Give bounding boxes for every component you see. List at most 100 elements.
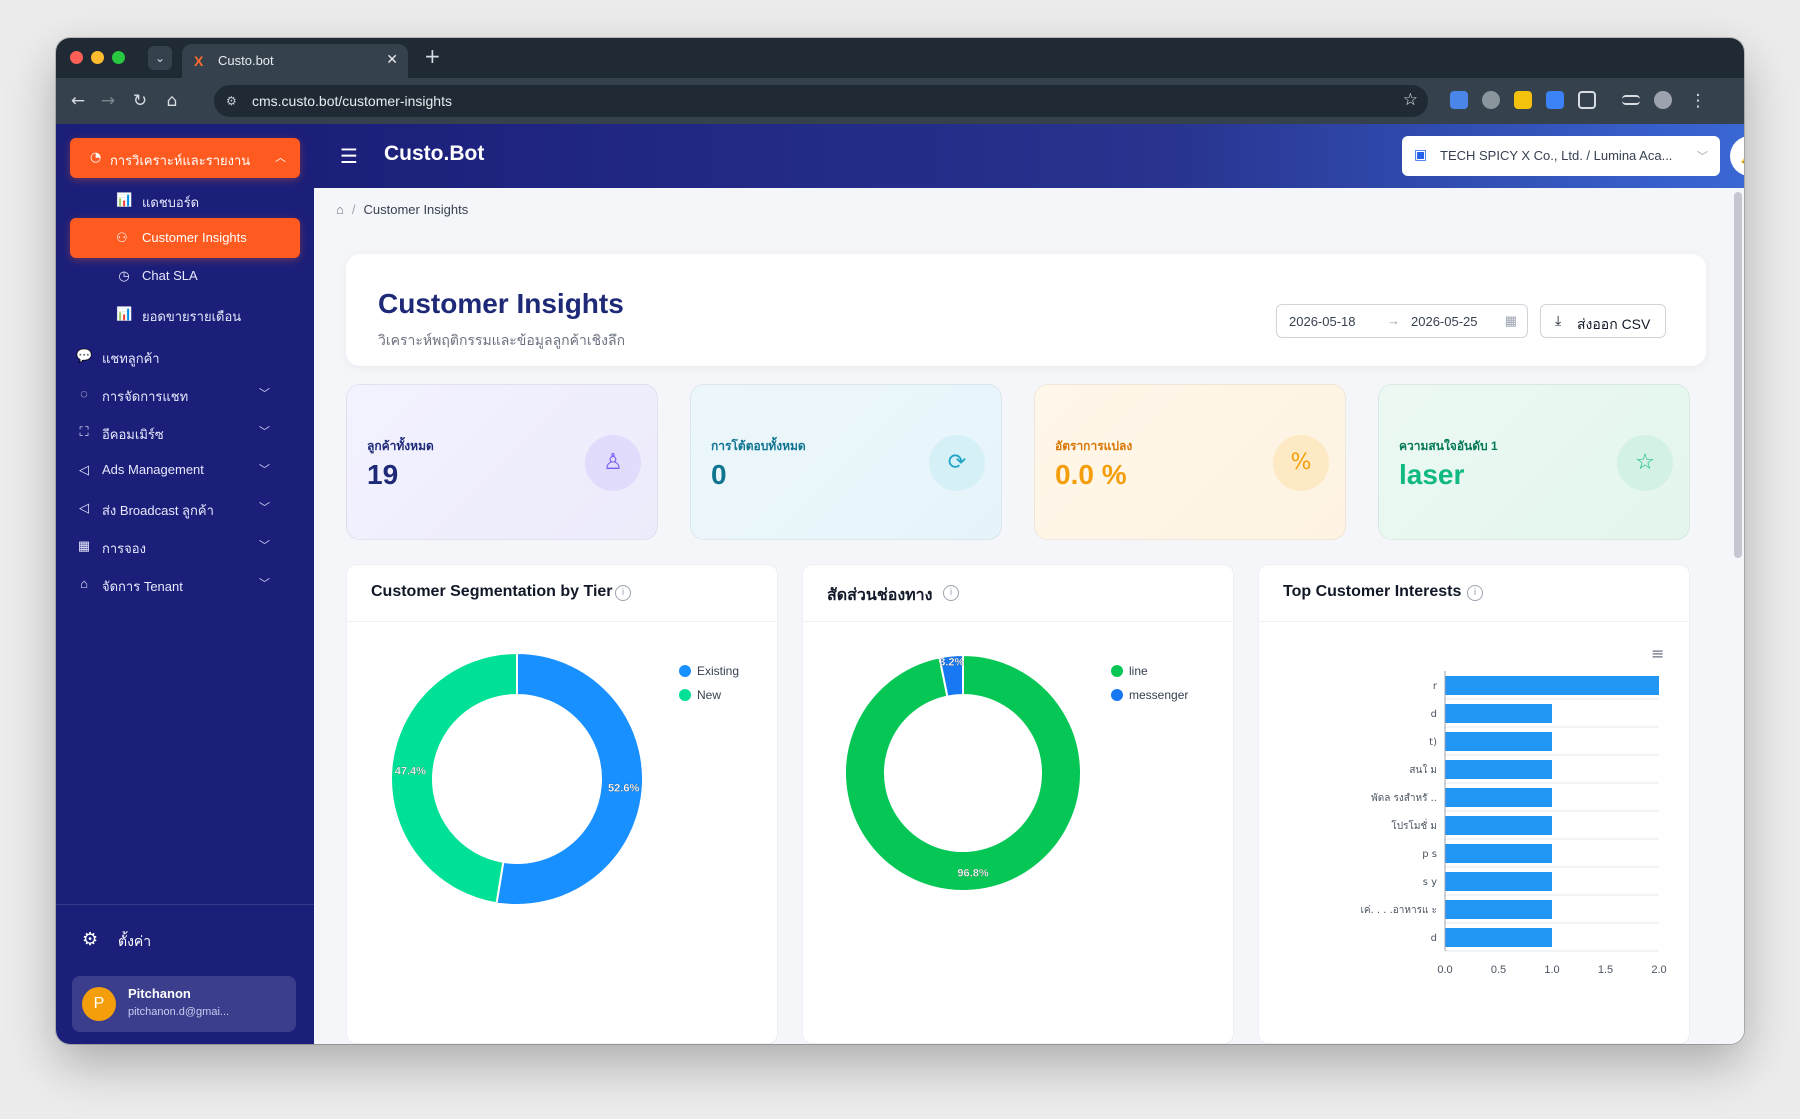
new-tab-button[interactable]: + bbox=[424, 44, 441, 68]
profile-avatar-icon[interactable] bbox=[1654, 91, 1672, 109]
category-label: r bbox=[1433, 681, 1438, 692]
sidebar: ◔ การวิเคราะห์และรายงาน ︿ 📊 แดชบอร์ด ⚇ C… bbox=[56, 124, 314, 1044]
info-icon[interactable]: i bbox=[615, 585, 631, 601]
wechat-icon: 💬 bbox=[76, 348, 93, 363]
breadcrumb: ⌂ / Customer Insights bbox=[336, 202, 468, 217]
chevron-down-icon: ﹀ bbox=[259, 464, 270, 476]
date-range-picker[interactable]: 2026-05-18 → 2026-05-25 ▦ bbox=[1276, 304, 1528, 338]
stat-value: 0.0 % bbox=[1055, 459, 1127, 490]
reading-list-icon[interactable] bbox=[1622, 95, 1640, 105]
tab-close-icon[interactable]: ✕ bbox=[386, 52, 398, 68]
donut-slice-existing[interactable] bbox=[495, 651, 644, 906]
interest-bar[interactable] bbox=[1445, 872, 1552, 891]
x-tick-label: 0.5 bbox=[1491, 964, 1506, 976]
interest-bar[interactable] bbox=[1445, 704, 1552, 723]
interest-bar[interactable] bbox=[1445, 760, 1552, 779]
forward-icon[interactable]: → bbox=[100, 91, 116, 111]
chevron-down-icon: ﹀ bbox=[259, 502, 270, 514]
arrow-right-icon: → bbox=[1387, 313, 1400, 328]
interest-bar[interactable] bbox=[1445, 788, 1552, 807]
browser-tab[interactable]: X Custo.bot ✕ bbox=[182, 44, 408, 78]
megaphone-icon: ◁ bbox=[79, 462, 89, 477]
x-tick-label: 1.0 bbox=[1544, 964, 1559, 976]
stat-label: ความสนใจอันดับ 1 bbox=[1399, 439, 1498, 453]
donut-slice-messenger[interactable] bbox=[938, 653, 964, 698]
calendar-icon: ▦ bbox=[77, 538, 91, 553]
interest-bar[interactable] bbox=[1445, 900, 1552, 919]
interest-bar[interactable] bbox=[1445, 732, 1552, 751]
settings-label: ตั้งค่า bbox=[118, 933, 152, 949]
sidebar-item-label: ยอดขายรายเดือน bbox=[142, 309, 242, 324]
camera-extension-icon[interactable] bbox=[1482, 91, 1500, 109]
sidebar-item-label: Chat SLA bbox=[142, 268, 198, 283]
export-csv-label: ส่งออก CSV bbox=[1577, 316, 1651, 332]
chart-card-interests: Top Customer Interests i ≡ r d t) สนใ มพัดล … bbox=[1258, 564, 1690, 1044]
category-label: โปรโมชั่ ม bbox=[1391, 818, 1437, 832]
settings-button[interactable]: ⚙ ตั้งค่า bbox=[82, 924, 282, 954]
back-icon[interactable]: ← bbox=[70, 91, 86, 111]
sidebar-item-ads-management[interactable]: ◁ Ads Management ﹀ bbox=[56, 450, 300, 490]
legend-label[interactable]: line bbox=[1129, 664, 1148, 678]
translate-extension-icon[interactable] bbox=[1450, 91, 1468, 109]
interests-bar-chart: ≡ r d t) สนใ มพัดล รงสำหรั .. โปรโมชั่ ม p s s … bbox=[1360, 644, 1666, 976]
interest-bar[interactable] bbox=[1445, 844, 1552, 863]
menu-toggle-icon[interactable]: ☰ bbox=[340, 144, 358, 168]
address-bar[interactable]: ⚙ cms.custo.bot/customer-insights ☆ bbox=[214, 85, 1428, 117]
legend-label[interactable]: Existing bbox=[697, 664, 739, 678]
close-window-button[interactable] bbox=[70, 51, 83, 64]
maximize-window-button[interactable] bbox=[112, 51, 125, 64]
chart-menu-icon[interactable]: ≡ bbox=[1651, 644, 1664, 663]
browser-menu-icon[interactable]: ⋮ bbox=[1689, 91, 1707, 111]
bookmark-extension-icon[interactable] bbox=[1546, 91, 1564, 109]
notification-bell-icon[interactable]: 🔔 bbox=[1730, 136, 1744, 176]
site-settings-icon[interactable]: ⚙ bbox=[226, 94, 237, 108]
minimize-window-button[interactable] bbox=[91, 51, 104, 64]
date-end[interactable]: 2026-05-25 bbox=[1411, 314, 1478, 329]
stat-value: laser bbox=[1399, 459, 1465, 490]
url-text: cms.custo.bot/customer-insights bbox=[252, 93, 452, 109]
interest-bar[interactable] bbox=[1445, 816, 1552, 835]
home-icon: ⌂ bbox=[80, 576, 88, 591]
sidebar-item-label: จัดการ Tenant bbox=[102, 579, 183, 594]
bookmark-star-icon[interactable]: ☆ bbox=[1402, 90, 1418, 110]
channel-donut-chart: 96.8% 3.2% line messenger bbox=[844, 653, 1188, 892]
sidebar-item-customer-chat[interactable]: 💬 แชทลูกค้า bbox=[56, 336, 300, 376]
user-profile-card[interactable]: P Pitchanon pitchanon.d@gmai... bbox=[72, 976, 296, 1032]
legend-label[interactable]: New bbox=[697, 688, 721, 702]
date-start[interactable]: 2026-05-18 bbox=[1289, 314, 1356, 329]
legend-label[interactable]: messenger bbox=[1129, 688, 1188, 702]
info-icon[interactable]: i bbox=[1467, 585, 1483, 601]
browser-toolbar: ← → ↻ ⌂ ⚙ cms.custo.bot/customer-insight… bbox=[56, 78, 1744, 124]
notes-extension-icon[interactable] bbox=[1514, 91, 1532, 109]
info-icon[interactable]: i bbox=[943, 585, 959, 601]
reload-icon[interactable]: ↻ bbox=[132, 91, 148, 111]
tenant-select[interactable]: ▣ TECH SPICY X Co., Ltd. / Lumina Aca...… bbox=[1402, 136, 1720, 176]
extensions-puzzle-icon[interactable] bbox=[1578, 91, 1596, 109]
browser-tab-bar: ⌄ X Custo.bot ✕ + bbox=[56, 38, 1744, 78]
sidebar-item-analytics[interactable]: ◔ การวิเคราะห์และรายงาน ︿ bbox=[70, 138, 300, 178]
category-label: สนใ ม bbox=[1409, 764, 1437, 776]
donut-slice-line[interactable] bbox=[844, 653, 1082, 892]
page-title: Customer Insights bbox=[378, 288, 624, 319]
home-icon[interactable]: ⌂ bbox=[166, 91, 178, 111]
sidebar-item-ecommerce[interactable]: ⛶ อีคอมเมิร์ซ ﹀ bbox=[56, 412, 300, 452]
interest-bar[interactable] bbox=[1445, 676, 1659, 695]
sidebar-item-customer-insights[interactable]: ⚇ Customer Insights bbox=[70, 218, 300, 258]
shopping-bag-icon: ⛶ bbox=[79, 424, 89, 439]
sidebar-item-monthly-sales[interactable]: 📊 ยอดขายรายเดือน bbox=[56, 294, 314, 334]
legend-swatch bbox=[1111, 665, 1123, 677]
clock-icon: ◷ bbox=[118, 268, 130, 283]
sidebar-item-dashboard[interactable]: 📊 แดชบอร์ด bbox=[56, 180, 314, 220]
content-scrollbar[interactable] bbox=[1734, 192, 1742, 558]
sidebar-item-label: ส่ง Broadcast ลูกค้า bbox=[102, 503, 214, 518]
sidebar-item-tenant[interactable]: ⌂ จัดการ Tenant ﹀ bbox=[56, 564, 300, 604]
breadcrumb-home-icon[interactable]: ⌂ bbox=[336, 202, 344, 217]
sidebar-item-chat-sla[interactable]: ◷ Chat SLA bbox=[56, 256, 314, 296]
export-csv-button[interactable]: ⤓ ส่งออก CSV bbox=[1540, 304, 1666, 338]
interest-bar[interactable] bbox=[1445, 928, 1552, 947]
donut-slice-new[interactable] bbox=[390, 651, 518, 905]
sidebar-item-chat-management[interactable]: ◌ การจัดการแชท ﹀ bbox=[56, 374, 300, 414]
sidebar-item-broadcast[interactable]: ◁ ส่ง Broadcast ลูกค้า ﹀ bbox=[56, 488, 300, 528]
sidebar-item-booking[interactable]: ▦ การจอง ﹀ bbox=[56, 526, 300, 566]
tab-search-button[interactable]: ⌄ bbox=[148, 46, 172, 70]
